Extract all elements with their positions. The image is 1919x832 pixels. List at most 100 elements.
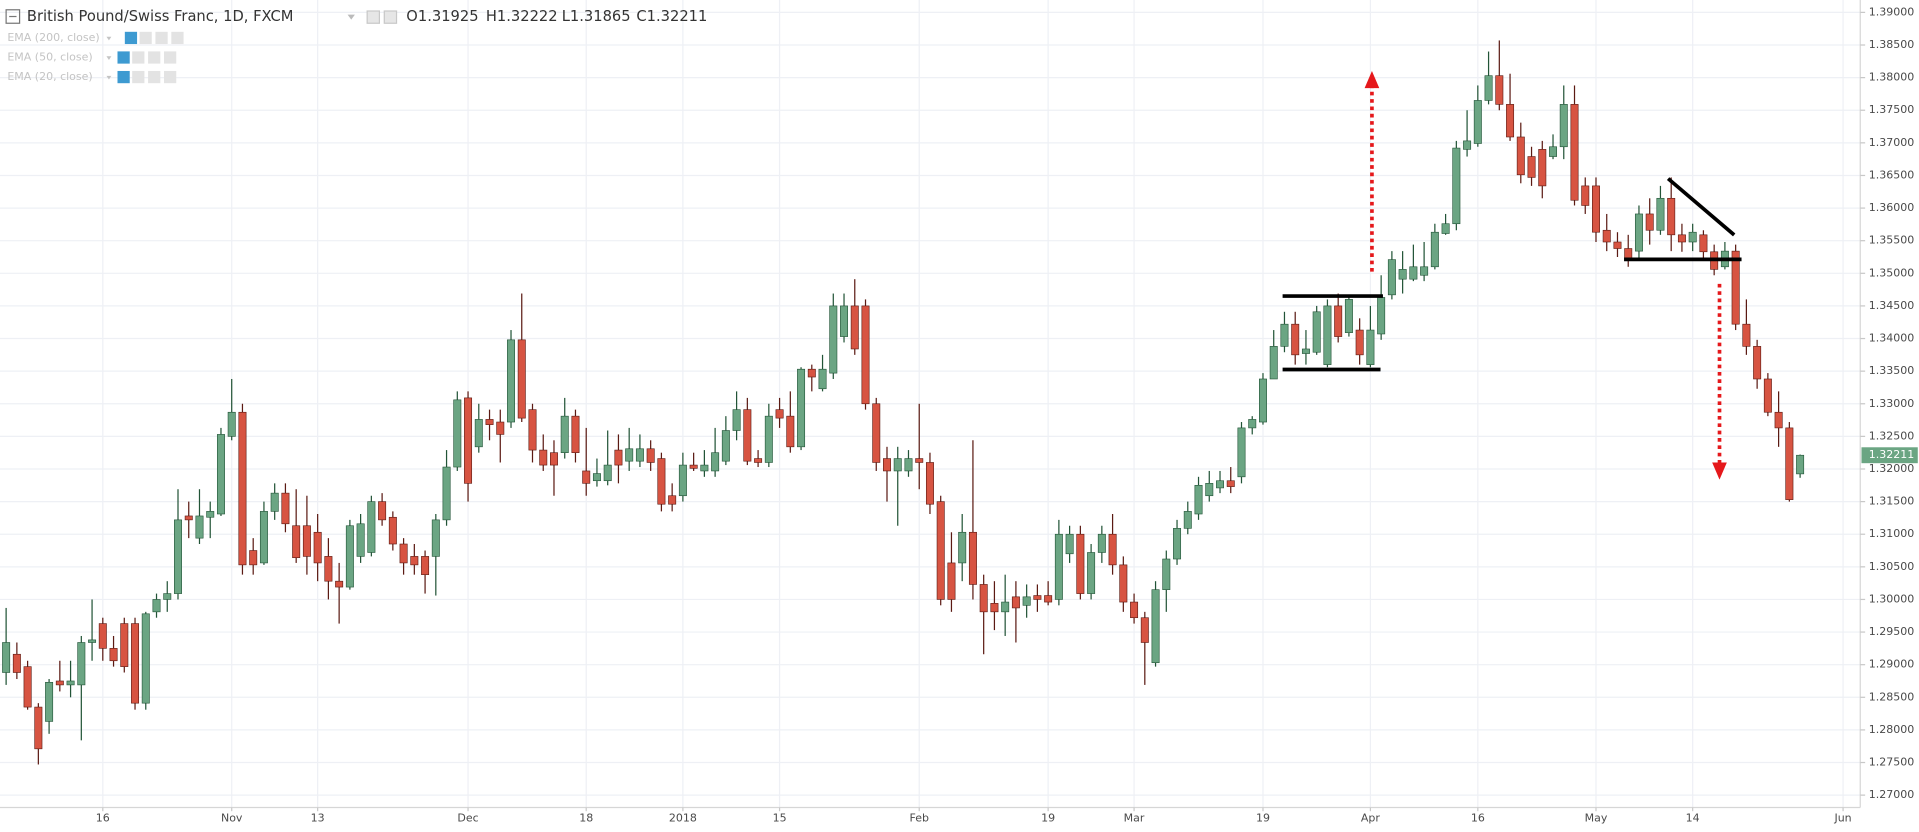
candle-body (1280, 323, 1289, 347)
candle-body (582, 470, 591, 484)
y-tick-label: 1.38500 (1869, 38, 1915, 51)
candle-body (195, 515, 204, 539)
candle-body (1742, 323, 1751, 347)
candle-body (1602, 229, 1611, 243)
candle-body (915, 458, 924, 463)
legend: British Pound/Swiss Franc, 1D, FXCM O1.3… (5, 8, 707, 84)
candle-body (1108, 533, 1117, 566)
indicator-remove[interactable] (171, 31, 184, 45)
indicator-settings[interactable] (139, 31, 152, 45)
candle-body (1409, 266, 1418, 280)
y-tick-label: 1.37500 (1869, 103, 1915, 116)
ohlc-open: O1.31925 (406, 8, 478, 25)
candle-body (1377, 297, 1386, 335)
candle-body (614, 449, 623, 466)
candle-body (109, 648, 118, 662)
candle-body (1205, 483, 1214, 497)
x-tick-label: Dec (457, 812, 478, 825)
y-tick-label: 1.29000 (1869, 658, 1915, 671)
collapse-icon[interactable] (5, 9, 21, 24)
indicator-visibility[interactable] (124, 31, 138, 45)
indicator-settings[interactable] (132, 51, 145, 64)
indicator-visibility[interactable] (117, 70, 130, 84)
candle-body (947, 562, 956, 600)
candle-body (1495, 75, 1504, 105)
candle-body (603, 464, 612, 482)
candle-body (1549, 146, 1558, 157)
candle-body (399, 543, 408, 564)
candle-body (1344, 299, 1353, 333)
candle-body (1613, 241, 1622, 249)
candle-body (1452, 147, 1461, 225)
indicator-more[interactable] (148, 70, 161, 84)
price-axis (1860, 0, 1919, 832)
indicator-remove[interactable] (163, 51, 177, 64)
arrow-head-up (1364, 70, 1380, 89)
indicator-menu[interactable] (106, 75, 112, 80)
candle-body (313, 531, 322, 564)
x-tick-label: 16 (1471, 812, 1485, 825)
candle-body (324, 556, 333, 582)
candle-body (1527, 156, 1536, 178)
candle-body (98, 623, 107, 649)
candle-body (1774, 411, 1783, 429)
y-tick-label: 1.32500 (1869, 429, 1915, 442)
indicator-buttons (106, 31, 184, 84)
candle-body (1076, 533, 1085, 594)
candle-body (23, 666, 32, 708)
settings-button[interactable] (383, 10, 398, 24)
candle-body (1473, 100, 1482, 144)
candle-body (1484, 75, 1493, 101)
ohlc-close: C1.32211 (636, 8, 707, 25)
candle-body (646, 448, 655, 463)
indicator-visibility[interactable] (117, 51, 130, 64)
x-tick-label: Feb (909, 812, 928, 825)
y-tick-label: 1.32000 (1869, 462, 1915, 475)
candle-body (345, 525, 354, 588)
candle-body (1581, 185, 1590, 206)
x-tick-label: 14 (1686, 812, 1700, 825)
y-tick-label: 1.34000 (1869, 332, 1915, 345)
candle-body (925, 462, 934, 505)
indicator-settings[interactable] (132, 70, 145, 84)
candle-body (625, 448, 634, 462)
symbol-title: British Pound/Swiss Franc, 1D, FXCM (27, 8, 294, 25)
candle-body (1387, 259, 1396, 296)
indicator-more[interactable] (148, 51, 161, 64)
candle-body (1796, 454, 1805, 475)
candle-body (904, 458, 913, 472)
y-tick-label: 1.33000 (1869, 397, 1915, 410)
symbol-menu[interactable] (347, 14, 355, 20)
candle-body (302, 525, 311, 557)
candle-body (764, 415, 773, 463)
x-tick-label: Jun (1833, 812, 1851, 825)
candle-body (571, 415, 580, 453)
candle-body (281, 492, 290, 525)
candle-body (141, 613, 150, 704)
last-price-label: 1.32211 (1869, 448, 1915, 461)
visibility-button[interactable] (366, 10, 381, 24)
candle-body (270, 492, 279, 512)
candle-body (1763, 378, 1772, 413)
candle-body (442, 466, 451, 521)
candle-body (968, 531, 977, 585)
candle-body (818, 368, 827, 390)
indicator-menu[interactable] (106, 56, 112, 60)
candle-body (507, 339, 515, 423)
candle-body (152, 599, 161, 613)
candle-body (1634, 213, 1643, 252)
candle-body (1516, 136, 1525, 176)
indicator-more[interactable] (155, 31, 168, 45)
candle-body (485, 419, 494, 425)
candle-body (721, 430, 730, 462)
indicator-remove[interactable] (163, 70, 177, 84)
candle-body (1237, 427, 1246, 478)
candle-body (378, 501, 387, 521)
indicator-label: EMA (200, close) (7, 31, 99, 44)
candle-body (367, 501, 376, 553)
candle-body (1420, 266, 1429, 276)
indicator-menu[interactable] (106, 36, 112, 41)
candle-body (1656, 197, 1665, 231)
arrow-head-down (1712, 462, 1727, 480)
